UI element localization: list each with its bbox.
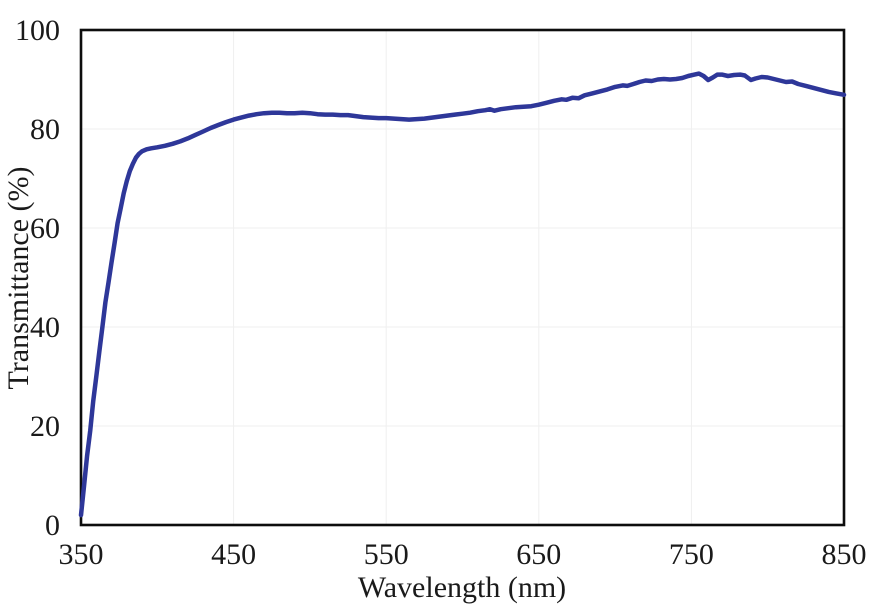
x-tick-label: 650 bbox=[516, 538, 561, 571]
y-tick-label: 60 bbox=[30, 212, 60, 245]
x-axis-tick-labels: 350 450 550 650 750 850 bbox=[59, 538, 867, 571]
x-tick-label: 550 bbox=[364, 538, 409, 571]
x-axis-title: Wavelength (nm) bbox=[358, 571, 566, 604]
x-tick-label: 450 bbox=[211, 538, 256, 571]
y-tick-label: 100 bbox=[15, 14, 60, 47]
x-tick-label: 350 bbox=[59, 538, 104, 571]
y-axis-tick-labels: 0 20 40 60 80 100 bbox=[15, 14, 60, 542]
y-tick-label: 20 bbox=[30, 410, 60, 443]
x-tick-label: 750 bbox=[669, 538, 714, 571]
gridlines bbox=[81, 30, 844, 525]
y-tick-label: 80 bbox=[30, 113, 60, 146]
y-tick-label: 40 bbox=[30, 311, 60, 344]
transmittance-curve bbox=[78, 71, 847, 518]
y-axis-title: Transmittance (%) bbox=[2, 166, 35, 389]
y-tick-label: 0 bbox=[45, 509, 60, 542]
plot-border bbox=[79, 28, 846, 527]
x-tick-label: 850 bbox=[822, 538, 867, 571]
